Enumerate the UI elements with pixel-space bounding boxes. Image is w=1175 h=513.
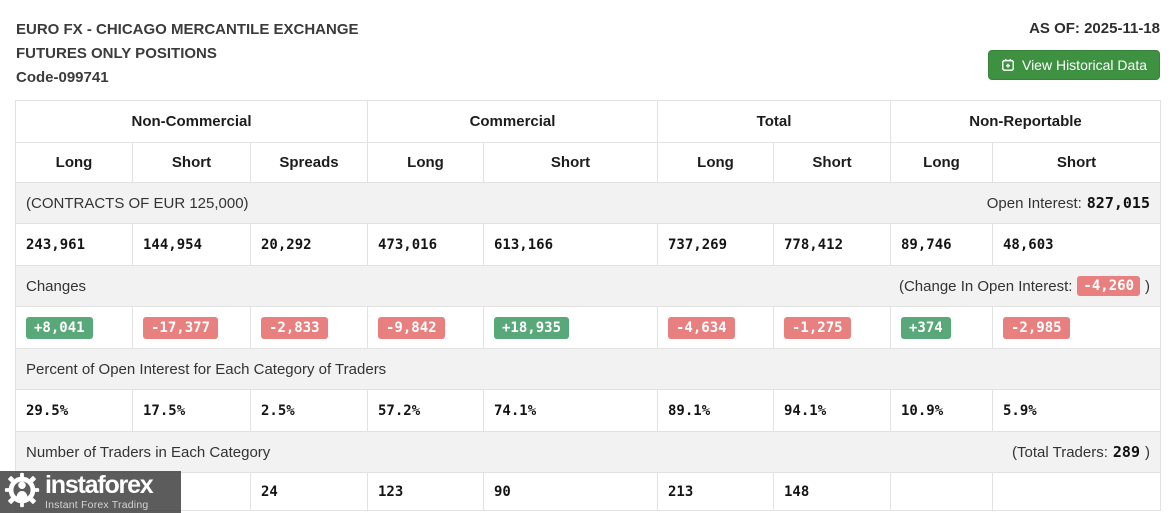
percent-value: 89.1% [668, 402, 711, 419]
traders-label: Number of Traders in Each Category [26, 443, 271, 461]
total-traders-value: 289 [1112, 443, 1140, 461]
watermark-brand: instaforex [45, 471, 154, 500]
percent-value: 74.1% [494, 402, 537, 419]
instaforex-watermark: instaforex Instant Forex Trading [0, 471, 181, 513]
col-header-t-short: Short [773, 142, 891, 183]
traders-value: 90 [494, 483, 511, 500]
traders-value: 24 [261, 483, 278, 500]
contracts-label: (CONTRACTS OF EUR 125,000) [26, 194, 249, 212]
percent-value: 29.5% [26, 402, 69, 419]
position-value: 48,603 [1003, 236, 1054, 253]
positions-row: 243,961 144,954 20,292 473,016 613,166 7… [15, 223, 1161, 266]
calendar-plus-icon [1001, 58, 1015, 72]
watermark-text: instaforex Instant Forex Trading [45, 471, 154, 512]
position-value: 737,269 [668, 236, 728, 253]
traders-value: 213 [668, 483, 694, 500]
as-of-date: AS OF: 2025-11-18 [1029, 20, 1160, 37]
position-value: 89,746 [901, 236, 952, 253]
percent-section-row: Percent of Open Interest for Each Catego… [15, 348, 1161, 390]
watermark-tagline: Instant Forex Trading [45, 499, 149, 512]
changes-section-row: Changes (Change In Open Interest: -4,260… [15, 265, 1161, 307]
percent-value: 2.5% [261, 402, 295, 419]
report-header: EURO FX - CHICAGO MERCANTILE EXCHANGE FU… [16, 18, 1160, 90]
report-code: Code-099741 [16, 69, 109, 86]
change-badge: -2,985 [1003, 316, 1070, 339]
traders-value: 148 [784, 483, 810, 500]
report-subtitle: FUTURES ONLY POSITIONS [16, 45, 217, 62]
position-value: 473,016 [378, 236, 438, 253]
group-header-non-reportable: Non-Reportable [890, 100, 1161, 143]
traders-row: 24 123 90 213 148 [15, 472, 1161, 511]
change-badge: +18,935 [494, 316, 570, 339]
open-interest-value: 827,015 [1086, 194, 1150, 212]
position-value: 613,166 [494, 236, 554, 253]
percent-value: 5.9% [1003, 402, 1037, 419]
traders-value: 123 [378, 483, 404, 500]
total-traders-label: (Total Traders: [1012, 443, 1108, 461]
change-oi-suffix: ) [1145, 277, 1150, 295]
group-header-row: Non-Commercial Commercial Total Non-Repo… [15, 100, 1161, 143]
column-header-row: Long Short Spreads Long Short Long Short… [15, 142, 1161, 183]
percent-value: 57.2% [378, 402, 421, 419]
col-header-nc-long: Long [15, 142, 133, 183]
view-historical-data-label: View Historical Data [1021, 57, 1147, 73]
change-oi-badge: -4,260 [1077, 276, 1140, 296]
change-badge: +374 [901, 316, 951, 339]
group-header-commercial: Commercial [367, 100, 658, 143]
col-header-t-long: Long [657, 142, 774, 183]
changes-label: Changes [26, 277, 87, 295]
percents-row: 29.5% 17.5% 2.5% 57.2% 74.1% 89.1% 94.1%… [15, 389, 1161, 432]
change-badge: -2,833 [261, 316, 328, 339]
group-header-non-commercial: Non-Commercial [15, 100, 368, 143]
position-value: 144,954 [143, 236, 203, 253]
col-header-nc-spreads: Spreads [250, 142, 368, 183]
group-header-total: Total [657, 100, 891, 143]
change-badge: -4,634 [668, 316, 735, 339]
change-badge: -17,377 [143, 316, 219, 339]
view-historical-data-button[interactable]: View Historical Data [987, 50, 1160, 80]
change-badge: +8,041 [26, 316, 93, 339]
cot-table: Non-Commercial Commercial Total Non-Repo… [15, 100, 1161, 511]
percent-value: 10.9% [901, 402, 944, 419]
col-header-nc-short: Short [132, 142, 251, 183]
percent-value: 94.1% [784, 402, 827, 419]
position-value: 778,412 [784, 236, 844, 253]
percent-label: Percent of Open Interest for Each Catego… [26, 360, 387, 378]
report-title: EURO FX - CHICAGO MERCANTILE EXCHANGE [16, 21, 359, 38]
report-header-right: AS OF: 2025-11-18 View Historical Data [987, 18, 1160, 90]
col-header-c-long: Long [367, 142, 484, 183]
traders-section-row: Number of Traders in Each Category (Tota… [15, 431, 1161, 473]
change-oi-label: (Change In Open Interest: [898, 277, 1073, 295]
percent-value: 17.5% [143, 402, 186, 419]
total-traders-suffix: ) [1145, 443, 1150, 461]
open-interest-section-row: (CONTRACTS OF EUR 125,000) Open Interest… [15, 182, 1161, 224]
col-header-nr-short: Short [992, 142, 1161, 183]
open-interest-label: Open Interest: [986, 194, 1082, 212]
change-badge: -9,842 [378, 316, 445, 339]
change-badge: -1,275 [784, 316, 851, 339]
report-title-block: EURO FX - CHICAGO MERCANTILE EXCHANGE FU… [16, 18, 359, 90]
col-header-nr-long: Long [890, 142, 993, 183]
col-header-c-short: Short [483, 142, 658, 183]
position-value: 20,292 [261, 236, 312, 253]
changes-row: +8,041 -17,377 -2,833 -9,842 +18,935 -4,… [15, 306, 1161, 349]
position-value: 243,961 [26, 236, 86, 253]
instaforex-logo-icon [3, 471, 41, 513]
